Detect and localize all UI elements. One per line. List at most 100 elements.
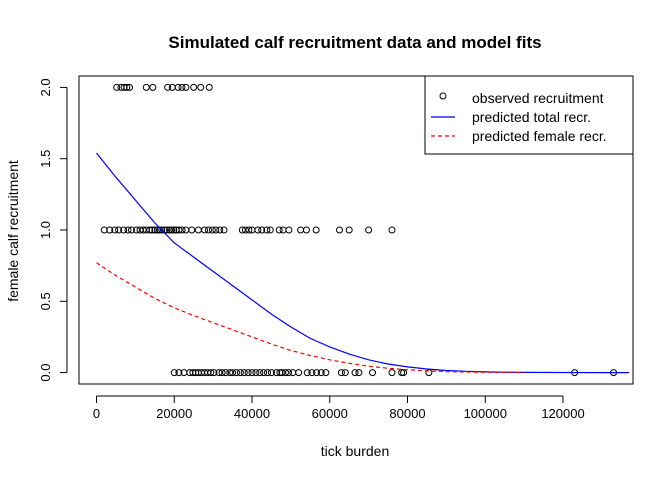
observed-point [244, 369, 252, 377]
observed-point [170, 369, 178, 377]
observed-point [275, 226, 283, 234]
observed-point [236, 369, 244, 377]
observed-point [212, 226, 220, 234]
legend: observed recruitment predicted total recr… [424, 75, 634, 155]
observed-point [175, 226, 183, 234]
observed-point [351, 369, 359, 377]
observed-point [120, 226, 128, 234]
x-tick-label: 0 [93, 406, 100, 421]
observed-point [369, 369, 377, 377]
observed-point [317, 369, 325, 377]
observed-point [148, 226, 156, 234]
legend-label: observed recruitment [472, 90, 604, 106]
observed-point [248, 369, 256, 377]
y-tick-label: 2.0 [38, 78, 53, 96]
x-tick-label: 120000 [541, 406, 584, 421]
observed-point [264, 369, 272, 377]
observed-point [164, 83, 172, 91]
observed-point [232, 369, 240, 377]
observed-point [241, 226, 249, 234]
x-tick-label: 60000 [312, 406, 348, 421]
observed-point [266, 226, 274, 234]
observed-point [123, 83, 131, 91]
observed-point [365, 226, 373, 234]
observed-point [182, 83, 190, 91]
observed-point [208, 226, 216, 234]
observed-point [260, 369, 268, 377]
observed-point [163, 226, 171, 234]
observed-point [388, 226, 396, 234]
observed-point [335, 226, 343, 234]
observed-point [218, 369, 226, 377]
observed-point [127, 226, 135, 234]
observed-point [189, 369, 197, 377]
legend-label: predicted total recr. [472, 109, 591, 125]
observed-point [281, 369, 289, 377]
observed-point [229, 369, 237, 377]
observed-point [215, 369, 223, 377]
total-recruitment-line [96, 152, 630, 374]
y-tick-label: 0.5 [38, 292, 53, 310]
observed-point [226, 369, 234, 377]
observed-point [210, 369, 218, 377]
y-tick-label: 1.0 [38, 221, 53, 239]
observed-point [100, 226, 108, 234]
observed-point [154, 226, 162, 234]
observed-point [345, 226, 353, 234]
observed-point [149, 83, 157, 91]
observed-point [278, 369, 286, 377]
female-recruitment-line [96, 262, 525, 374]
observed-point [166, 226, 174, 234]
observed-point [272, 369, 280, 377]
observed-point [285, 369, 293, 377]
x-tick-label: 40000 [234, 406, 270, 421]
observed-point [238, 226, 246, 234]
observed-point [313, 369, 321, 377]
observed-point [124, 226, 132, 234]
observed-point [256, 369, 264, 377]
observed-point [216, 226, 224, 234]
observed-point [142, 83, 150, 91]
observed-point [133, 226, 141, 234]
observed-point [355, 369, 363, 377]
observed-point [178, 83, 186, 91]
legend-circle-marker [439, 92, 447, 100]
observed-point [341, 369, 349, 377]
observed-point [267, 369, 275, 377]
observed-point [222, 369, 230, 377]
observed-point [178, 226, 186, 234]
observed-point [388, 369, 396, 377]
observed-point [240, 369, 248, 377]
observed-point [285, 226, 293, 234]
observed-point [106, 226, 114, 234]
legend-box [424, 75, 634, 155]
observed-point [174, 83, 182, 91]
legend-label: predicted female recr. [472, 128, 607, 144]
observed-point [207, 369, 215, 377]
x-axis-label: tick burden [321, 443, 389, 459]
observed-point [197, 83, 205, 91]
x-tick-label: 20000 [156, 406, 192, 421]
y-tick-label: 0.0 [38, 364, 53, 382]
observed-point [111, 226, 119, 234]
observed-point [113, 83, 121, 91]
observed-point [120, 83, 128, 91]
observed-point [400, 369, 408, 377]
observed-point [276, 369, 284, 377]
observed-point [312, 226, 320, 234]
observed-point [205, 83, 213, 91]
observed-point [139, 226, 147, 234]
observed-point [190, 83, 198, 91]
observed-point [220, 226, 228, 234]
observed-point [146, 226, 154, 234]
y-axis-label: female calf recruitment [5, 160, 21, 302]
plot-area: 0 20000 40000 60000 80000 100000 120000 0.0 0.5 1… [38, 75, 634, 421]
observed-point [175, 369, 183, 377]
x-tick-label: 80000 [389, 406, 425, 421]
observed-point [201, 226, 209, 234]
observed-point [322, 369, 330, 377]
observed-point [263, 226, 271, 234]
observed-point [398, 369, 406, 377]
observed-point [308, 369, 316, 377]
observed-point [302, 226, 310, 234]
